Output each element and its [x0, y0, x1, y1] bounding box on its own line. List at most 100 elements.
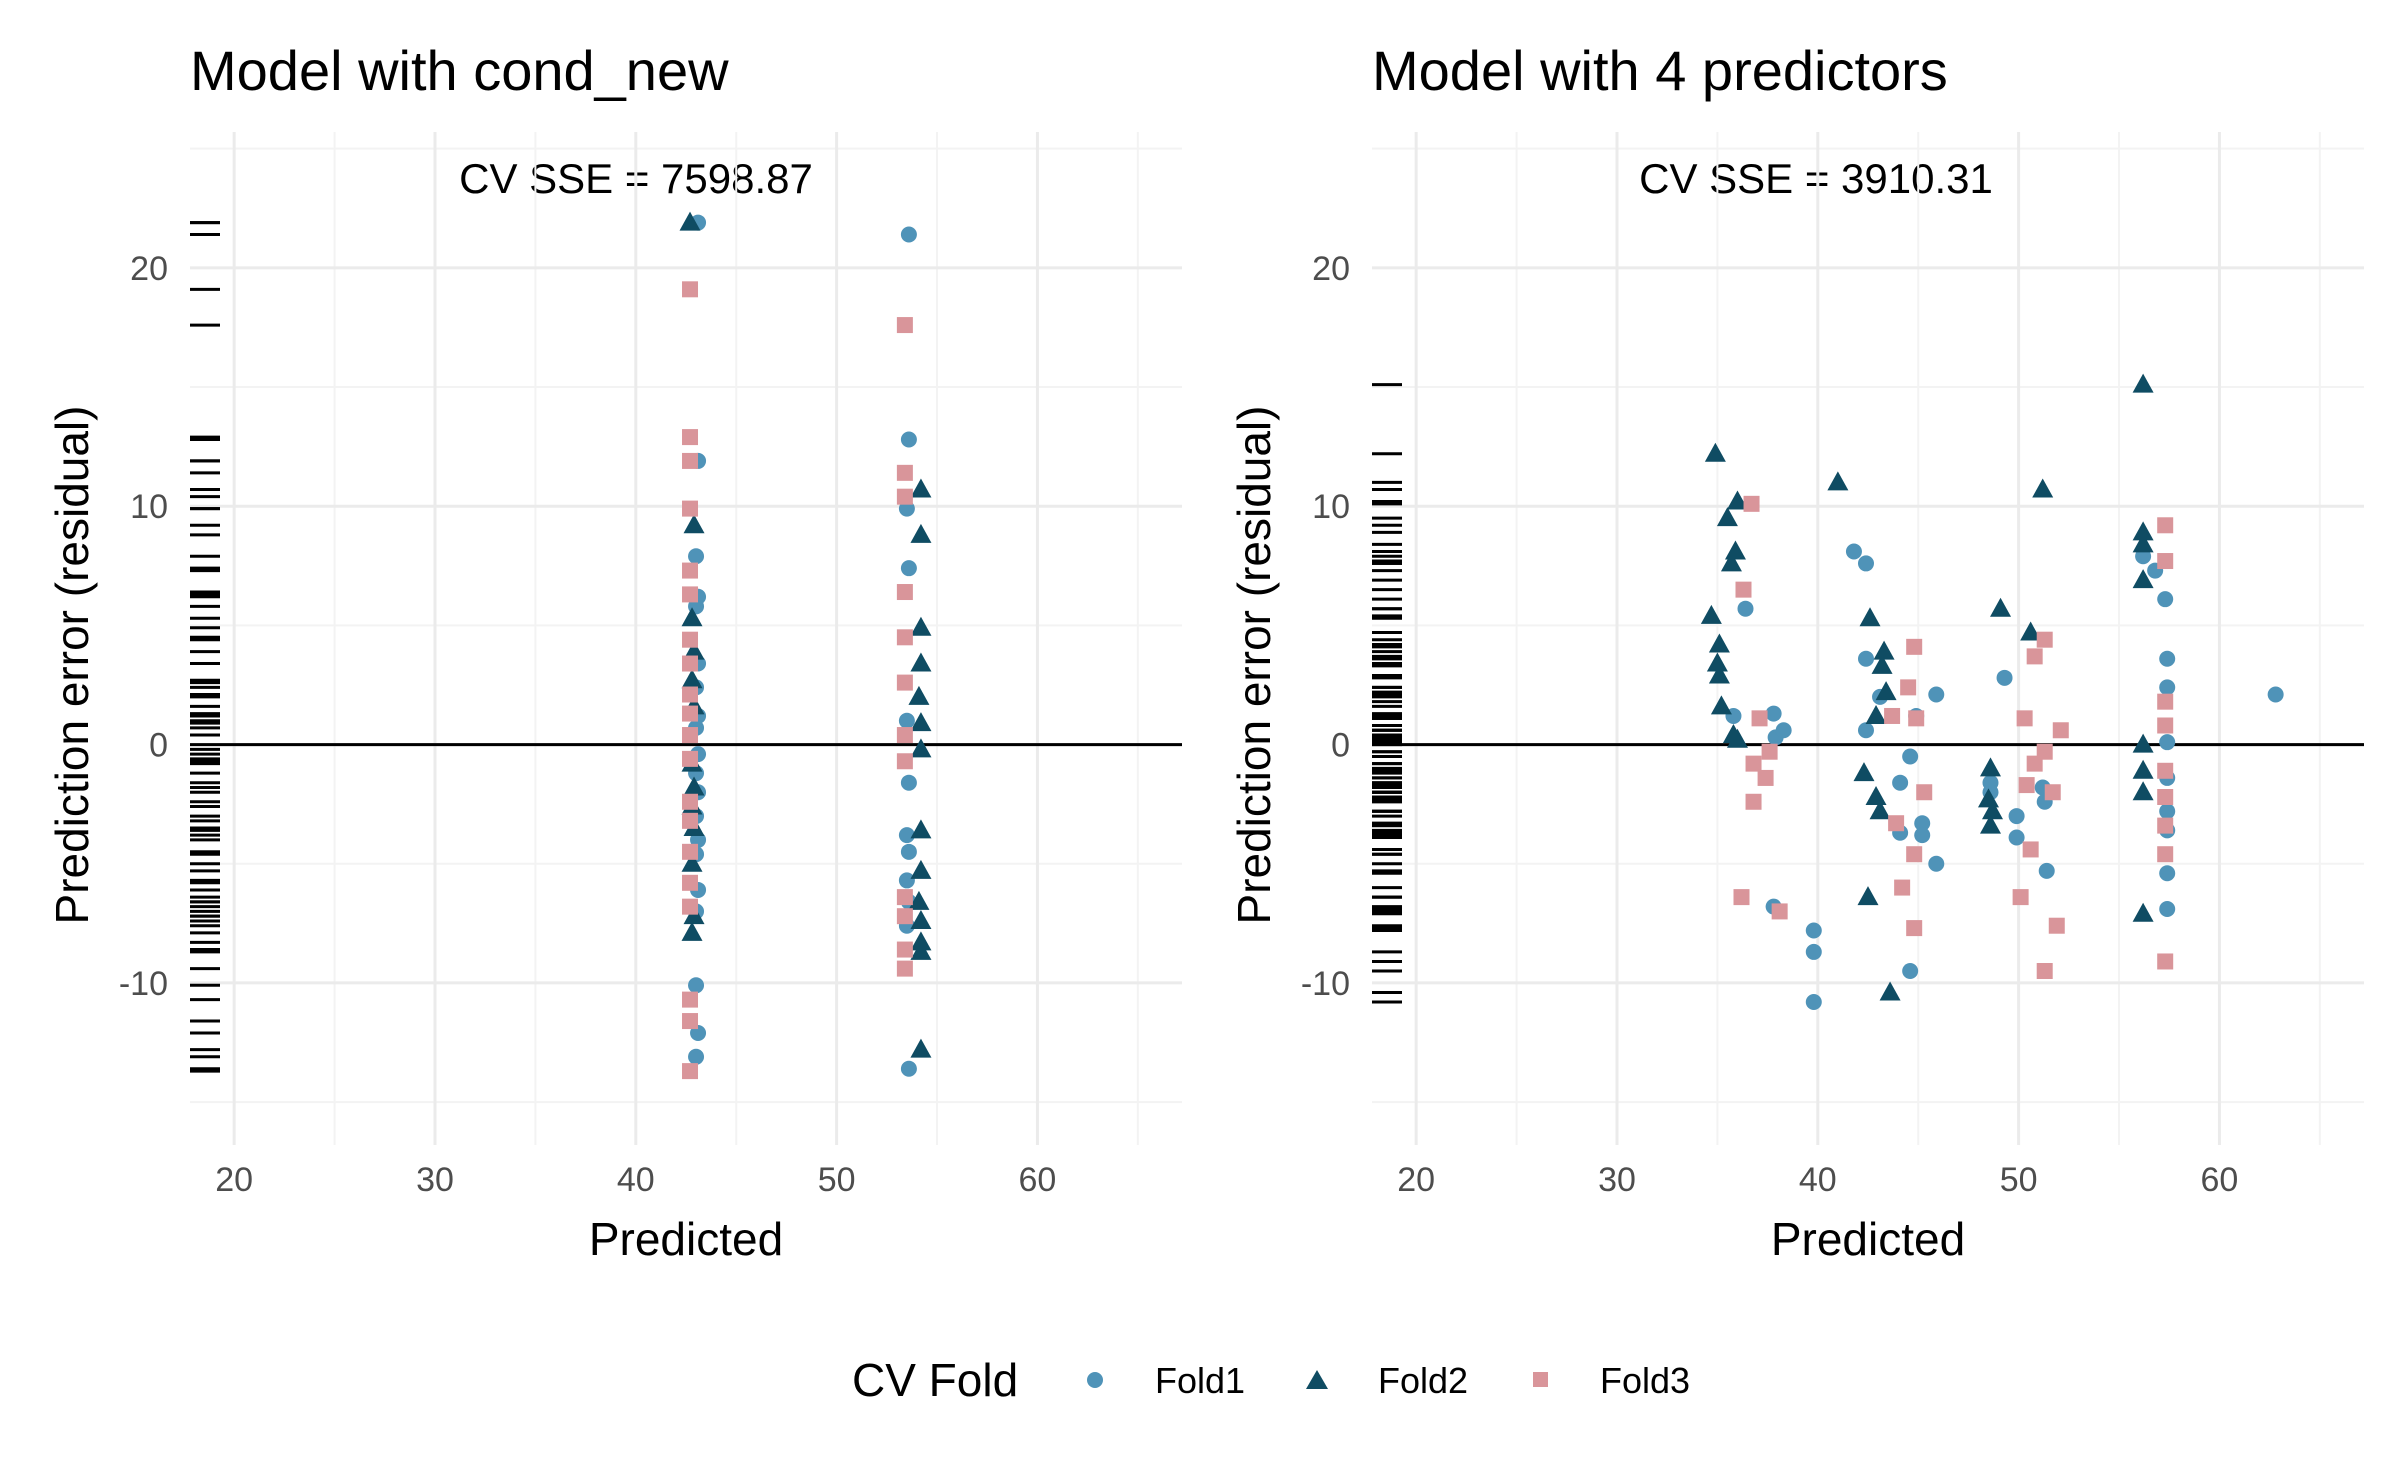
- right-point-fold3: [2016, 710, 2033, 727]
- right-point-fold2: [1716, 507, 1738, 527]
- right-point-fold1: [2038, 862, 2055, 879]
- right-point-fold2: [1726, 728, 1748, 748]
- left-point-fold1: [900, 431, 917, 448]
- right-point-fold3: [1745, 755, 1762, 772]
- left-point-fold3: [682, 631, 699, 648]
- right-point-fold2: [1859, 607, 1881, 627]
- right-point-fold2: [2020, 621, 2042, 641]
- right-point-fold3: [1733, 889, 1750, 906]
- right-point-fold2: [1724, 540, 1746, 560]
- right-point-fold3: [1745, 793, 1762, 810]
- left-x-tick-label: 40: [617, 1161, 655, 1199]
- right-point-fold2: [2132, 781, 2154, 801]
- left-point-fold1: [688, 548, 705, 565]
- left-point-fold1: [898, 827, 915, 844]
- left-point-fold3: [682, 898, 699, 915]
- left-point-fold3: [896, 727, 913, 744]
- right-point-fold3: [1757, 769, 1774, 786]
- right-point-fold1: [1996, 669, 2013, 686]
- right-point-fold2: [2132, 373, 2154, 393]
- left-y-tick-label: -10: [119, 965, 168, 1003]
- right-y-tick-label: 20: [1312, 250, 1350, 288]
- right-point-fold3: [2157, 762, 2174, 779]
- right-point-fold3: [1761, 743, 1778, 760]
- left-panel-y-axis-title: Prediction error (residual): [46, 406, 98, 925]
- left-y-tick-label: 20: [130, 250, 168, 288]
- legend-fold3-square-icon: [1533, 1372, 1548, 1387]
- right-point-fold3: [2157, 693, 2174, 710]
- left-point-fold3: [682, 812, 699, 829]
- left-point-fold3: [896, 464, 913, 481]
- right-point-fold1: [2157, 591, 2174, 608]
- left-point-fold1: [900, 226, 917, 243]
- left-point-fold1: [900, 843, 917, 860]
- right-point-fold1: [1914, 815, 1931, 832]
- left-point-fold3: [682, 686, 699, 703]
- right-point-fold2: [1710, 695, 1732, 715]
- right-point-fold1: [1857, 555, 1874, 572]
- right-point-fold1: [1857, 650, 1874, 667]
- left-panel: Model with cond_new CV SSE = 7598.87 Pre…: [46, 39, 1182, 1265]
- right-point-fold3: [2048, 917, 2065, 934]
- right-point-fold3: [2157, 717, 2174, 734]
- right-y-tick-label: -10: [1301, 965, 1350, 1003]
- left-point-fold3: [896, 941, 913, 958]
- right-point-fold3: [2044, 784, 2061, 801]
- left-point-fold3: [682, 1013, 699, 1030]
- left-point-fold2: [910, 738, 932, 758]
- left-point-fold3: [682, 874, 699, 891]
- left-point-fold2: [910, 859, 932, 879]
- right-x-tick-label: 60: [2201, 1161, 2239, 1199]
- right-point-fold3: [2157, 517, 2174, 534]
- legend-fold1-circle-icon: [1087, 1372, 1103, 1388]
- left-point-fold3: [682, 727, 699, 744]
- right-point-fold3: [2022, 841, 2039, 858]
- right-point-fold2: [1873, 640, 1895, 660]
- left-point-fold3: [682, 1063, 699, 1080]
- right-point-fold2: [1869, 800, 1891, 820]
- left-point-fold3: [682, 991, 699, 1008]
- left-point-fold1: [898, 712, 915, 729]
- right-point-fold3: [1735, 581, 1752, 598]
- right-point-fold3: [1916, 784, 1933, 801]
- left-point-fold3: [682, 429, 699, 446]
- right-point-fold1: [1737, 600, 1754, 617]
- left-point-fold2: [681, 607, 703, 627]
- legend-label-fold1: Fold1: [1155, 1360, 1245, 1401]
- right-point-fold3: [2018, 777, 2035, 794]
- right-point-fold2: [1982, 800, 2004, 820]
- right-point-fold2: [1853, 762, 1875, 782]
- right-point-fold2: [1827, 471, 1849, 491]
- right-point-fold1: [1845, 543, 1862, 560]
- right-point-fold1: [2008, 829, 2025, 846]
- left-point-fold1: [688, 977, 705, 994]
- left-point-fold3: [896, 908, 913, 925]
- left-point-fold3: [896, 584, 913, 601]
- right-point-fold2: [1700, 604, 1722, 624]
- left-point-fold2: [910, 523, 932, 543]
- right-point-fold3: [1906, 638, 1923, 655]
- right-point-fold3: [2052, 722, 2069, 739]
- right-point-fold2: [1879, 981, 1901, 1001]
- right-point-fold3: [2026, 648, 2043, 665]
- right-point-fold1: [2159, 901, 2176, 918]
- right-point-fold3: [2012, 889, 2029, 906]
- left-point-fold2: [681, 852, 703, 872]
- left-point-fold3: [896, 960, 913, 977]
- right-point-fold2: [2032, 478, 2054, 498]
- left-y-tick-label: 0: [149, 727, 168, 765]
- right-point-fold1: [2159, 650, 2176, 667]
- right-point-fold3: [2157, 553, 2174, 570]
- left-point-fold3: [896, 889, 913, 906]
- right-panel-x-axis-title: Predicted: [1771, 1213, 1965, 1265]
- right-panel: Model with 4 predictors CV SSE = 3910.31…: [1228, 39, 2364, 1265]
- left-point-fold2: [910, 712, 932, 732]
- right-point-fold1: [1902, 748, 1919, 765]
- left-point-fold2: [910, 931, 932, 951]
- right-point-fold3: [1894, 879, 1911, 896]
- left-point-fold2: [910, 909, 932, 929]
- left-point-fold2: [910, 478, 932, 498]
- left-point-fold3: [682, 793, 699, 810]
- right-x-tick-label: 20: [1397, 1161, 1435, 1199]
- right-point-fold2: [1979, 757, 2001, 777]
